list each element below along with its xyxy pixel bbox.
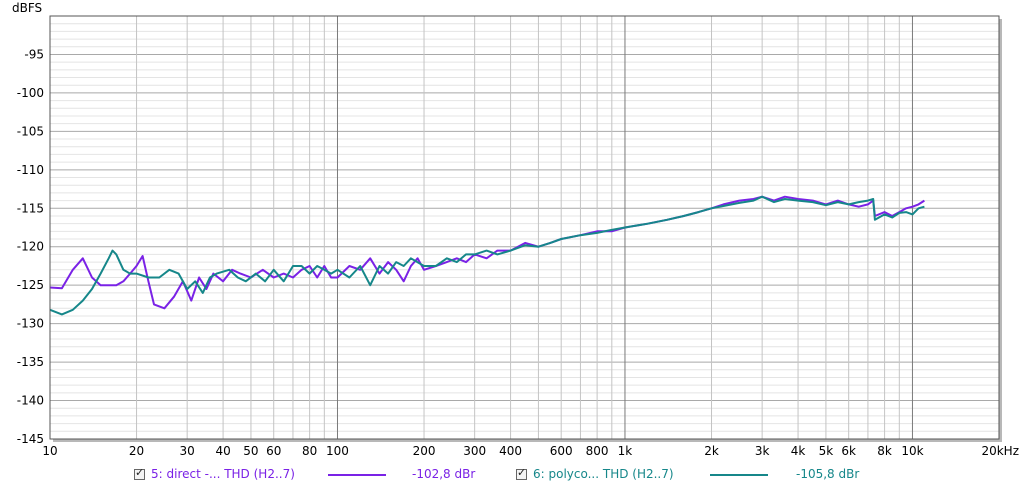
x-tick-label: 300 [463, 444, 486, 458]
legend-item-series-1[interactable]: 5: direct -... THD (H2..7) [134, 464, 295, 484]
x-tick-label: 8k [877, 444, 892, 458]
y-tick-label: -115 [17, 201, 44, 215]
series-line-2 [49, 195, 925, 316]
y-tick-label: -105 [17, 124, 44, 138]
y-axis-label: dBFS [12, 1, 42, 15]
x-tick-label: 600 [550, 444, 573, 458]
x-tick-label: 60 [266, 444, 281, 458]
x-tick-label: 800 [586, 444, 609, 458]
x-tick-label: 100 [326, 444, 349, 458]
y-tick-label: -135 [17, 355, 44, 369]
x-tick-label: 4k [791, 444, 806, 458]
y-tick-label: -120 [17, 240, 44, 254]
x-tick-label: 3k [755, 444, 770, 458]
x-tick-label: 400 [499, 444, 522, 458]
series-1-label: 5: direct -... THD (H2..7) [151, 467, 295, 481]
y-tick-label: -95 [24, 47, 44, 61]
x-tick-label: 10k [901, 444, 923, 458]
y-tick-label: -125 [17, 278, 44, 292]
x-tick-label: 20kHz [981, 444, 1019, 458]
x-tick-label: 1k [618, 444, 633, 458]
series-1-offset: -102,8 dBr [412, 467, 476, 481]
x-tick-label: 20 [129, 444, 144, 458]
y-tick-label: -140 [17, 394, 44, 408]
y-tick-label: -130 [17, 317, 44, 331]
series-1-swatch [328, 474, 386, 476]
x-tick-label: 200 [413, 444, 436, 458]
y-tick-label: -110 [17, 163, 44, 177]
plot-background [50, 16, 999, 439]
x-tick-label: 30 [180, 444, 195, 458]
series-line-1 [49, 195, 925, 310]
plot-area [49, 15, 1002, 442]
x-tick-label: 40 [215, 444, 230, 458]
plot-frame [49, 15, 1000, 440]
series-2-label: 6: polyco... THD (H2..7) [533, 467, 674, 481]
series-2-swatch [710, 474, 768, 476]
x-tick-label: 6k [841, 444, 856, 458]
x-tick-label: 2k [704, 444, 719, 458]
y-tick-label: -100 [17, 86, 44, 100]
series-1-checkbox[interactable] [134, 466, 145, 480]
x-tick-label: 10 [42, 444, 57, 458]
legend: 5: direct -... THD (H2..7) -102,8 dBr 6:… [0, 464, 1024, 486]
x-tick-label: 5k [819, 444, 834, 458]
x-tick-label: 50 [243, 444, 258, 458]
series-2-offset: -105,8 dBr [796, 467, 860, 481]
series-2-checkbox[interactable] [516, 466, 527, 480]
x-tick-label: 80 [302, 444, 317, 458]
y-tick-label: -145 [17, 432, 44, 446]
legend-item-series-2[interactable]: 6: polyco... THD (H2..7) [516, 464, 674, 484]
